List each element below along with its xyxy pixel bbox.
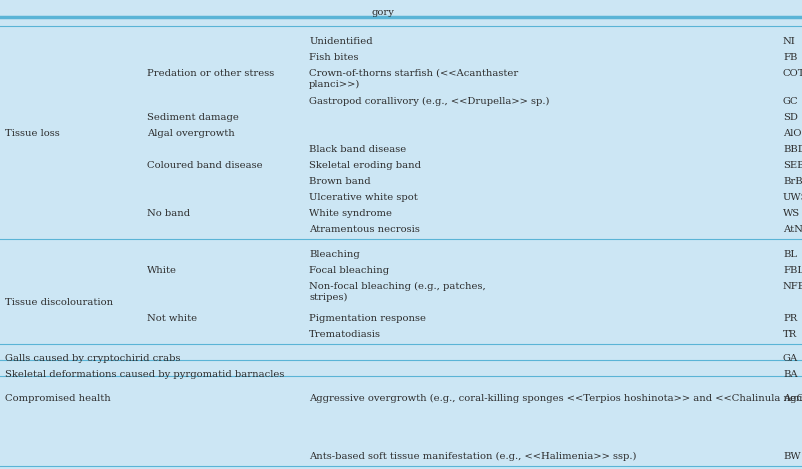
Text: Ants-based soft tissue manifestation (e.g., <<Halimenia>> ssp.): Ants-based soft tissue manifestation (e.… <box>309 452 636 461</box>
Text: No band: No band <box>147 209 190 218</box>
Text: BW: BW <box>782 452 800 461</box>
Text: TR: TR <box>782 330 796 339</box>
Text: Crown-of-thorns starfish (<<Acanthaster: Crown-of-thorns starfish (<<Acanthaster <box>309 69 518 78</box>
Text: Predation or other stress: Predation or other stress <box>147 69 273 78</box>
Text: PR: PR <box>782 314 796 323</box>
Text: Aggressive overgrowth (e.g., coral-killing sponges <<Terpios hoshinota>> and <<C: Aggressive overgrowth (e.g., coral-killi… <box>309 394 802 403</box>
Text: Coloured band disease: Coloured band disease <box>147 161 262 170</box>
Text: Fish bites: Fish bites <box>309 53 358 62</box>
Text: Gastropod corallivory (e.g., <<Drupella>> sp.): Gastropod corallivory (e.g., <<Drupella>… <box>309 97 549 106</box>
Text: Tissue discolouration: Tissue discolouration <box>5 298 113 307</box>
Text: SEB: SEB <box>782 161 802 170</box>
Text: Algal overgrowth: Algal overgrowth <box>147 129 234 138</box>
Text: Sediment damage: Sediment damage <box>147 113 238 122</box>
Text: Brown band: Brown band <box>309 177 371 186</box>
Text: BA: BA <box>782 370 796 379</box>
Text: Galls caused by cryptochirid crabs: Galls caused by cryptochirid crabs <box>5 354 180 363</box>
Text: GC: GC <box>782 97 797 106</box>
Text: BL: BL <box>782 250 796 259</box>
Text: FBL: FBL <box>782 266 802 275</box>
Text: AlO: AlO <box>782 129 800 138</box>
Text: NFBL: NFBL <box>782 282 802 291</box>
Text: BrB: BrB <box>782 177 801 186</box>
Text: Compromised health: Compromised health <box>5 394 111 403</box>
Text: SD: SD <box>782 113 797 122</box>
Text: WS: WS <box>782 209 799 218</box>
Text: Skeletal deformations caused by pyrgomatid barnacles: Skeletal deformations caused by pyrgomat… <box>5 370 284 379</box>
Text: AtN: AtN <box>782 225 802 234</box>
Text: White: White <box>147 266 176 275</box>
Text: FB: FB <box>782 53 796 62</box>
Text: Trematodiasis: Trematodiasis <box>309 330 381 339</box>
Text: GA: GA <box>782 354 797 363</box>
Text: BBD: BBD <box>782 145 802 154</box>
Text: Not white: Not white <box>147 314 196 323</box>
Text: UWS: UWS <box>782 193 802 202</box>
Text: Skeletal eroding band: Skeletal eroding band <box>309 161 420 170</box>
Text: planci>>): planci>>) <box>309 80 360 89</box>
Text: stripes): stripes) <box>309 293 347 303</box>
Text: Pigmentation response: Pigmentation response <box>309 314 426 323</box>
Text: Focal bleaching: Focal bleaching <box>309 266 389 275</box>
Text: NI: NI <box>782 37 795 46</box>
Text: Non-focal bleaching (e.g., patches,: Non-focal bleaching (e.g., patches, <box>309 282 485 291</box>
Text: White syndrome: White syndrome <box>309 209 391 218</box>
Text: Black band disease: Black band disease <box>309 145 406 154</box>
Text: AgO: AgO <box>782 394 802 403</box>
Text: Atramentous necrosis: Atramentous necrosis <box>309 225 419 234</box>
Text: Ulcerative white spot: Ulcerative white spot <box>309 193 417 202</box>
Text: gory: gory <box>371 8 394 17</box>
Text: Unidentified: Unidentified <box>309 37 372 46</box>
Text: COTS: COTS <box>782 69 802 78</box>
Text: Tissue loss: Tissue loss <box>5 129 59 138</box>
Text: Bleaching: Bleaching <box>309 250 359 259</box>
